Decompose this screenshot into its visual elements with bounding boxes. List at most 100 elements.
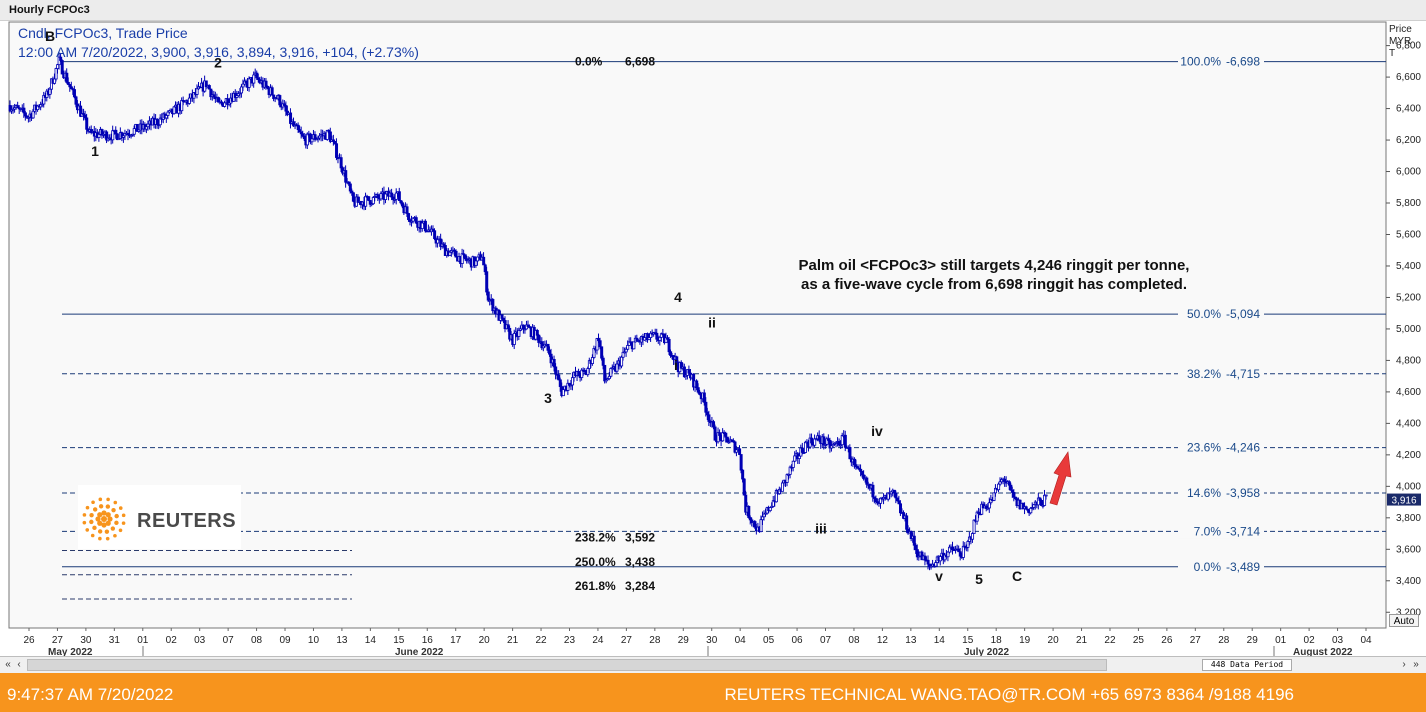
candle-body — [624, 348, 628, 353]
candle-body — [436, 239, 440, 244]
candle-body — [423, 220, 427, 232]
reuters-logo-icon — [121, 513, 126, 518]
month-label: June 2022 — [395, 647, 444, 656]
y-tick-label: 3,400 — [1396, 576, 1421, 587]
candle-body — [485, 271, 489, 293]
y-axis-title: T — [1389, 48, 1395, 59]
candle-body — [742, 478, 746, 496]
candle-body — [938, 556, 942, 562]
candle-body — [577, 371, 581, 377]
candle-body — [187, 97, 191, 104]
x-tick-label: 28 — [649, 635, 661, 646]
fib-extension-percent: 250.0% — [575, 555, 616, 569]
candle-body — [840, 435, 844, 446]
reuters-logo-icon — [101, 516, 107, 522]
candle-body — [454, 250, 458, 258]
candle-body — [535, 329, 539, 336]
candle-body — [460, 253, 464, 264]
reuters-logo-icon — [106, 497, 110, 502]
wave-label-B: B — [45, 28, 55, 44]
fib-extension-percent: 261.8% — [575, 579, 616, 593]
x-tick-label: 25 — [1133, 635, 1145, 646]
x-tick-label: 12 — [877, 635, 889, 646]
candle-body — [595, 338, 599, 351]
reuters-logo-icon — [113, 500, 118, 505]
x-tick-label: 16 — [422, 635, 434, 646]
reuters-logo-icon — [114, 520, 119, 526]
y-tick-label: 4,600 — [1396, 387, 1421, 398]
wave-label-iv: iv — [871, 423, 883, 439]
fib-retracement-percent: 50.0% — [1187, 307, 1221, 321]
candle-body — [810, 437, 814, 444]
y-tick-label: 5,200 — [1396, 292, 1421, 303]
x-tick-label: 24 — [592, 635, 604, 646]
candle-body — [738, 448, 742, 455]
x-tick-label: 14 — [934, 635, 946, 646]
candle-body — [727, 441, 731, 444]
candle-body — [713, 426, 717, 441]
candle-body — [603, 364, 607, 382]
x-tick-label: 27 — [621, 635, 633, 646]
candle-body — [264, 80, 268, 87]
candle-body — [558, 379, 562, 387]
candle-body — [420, 222, 424, 229]
price-chart[interactable]: 3,200 3,400 3,600 3,800 4,000 4,200 4,400 4,600… — [0, 20, 1426, 656]
reuters-logo-icon — [111, 507, 116, 513]
candle-body — [506, 324, 510, 329]
reuters-logo-icon — [113, 533, 117, 538]
candle-body — [114, 129, 118, 135]
candle-body — [712, 421, 716, 428]
candle-body — [289, 112, 293, 124]
reuters-logo-icon — [105, 512, 111, 518]
scrollbar-thumb[interactable] — [27, 659, 1107, 671]
fib-retracement-value: -5,094 — [1226, 307, 1260, 321]
candle-body — [793, 455, 797, 462]
x-tick-label: 01 — [1275, 635, 1287, 646]
scroll-right-icon[interactable]: › — [1402, 659, 1406, 670]
fib-retracement-value: -6,698 — [1226, 55, 1260, 69]
candle-body — [371, 197, 375, 205]
auto-scale-button[interactable]: Auto — [1389, 614, 1419, 627]
candle-body — [854, 464, 858, 468]
wave-label-i: i — [674, 357, 678, 373]
x-tick-label: 31 — [109, 635, 121, 646]
candle-body — [997, 483, 1001, 491]
time-scrollbar[interactable]: « ‹ 448 Data Period › » — [0, 656, 1426, 673]
y-tick-label: 3,600 — [1396, 544, 1421, 555]
candle-body — [669, 351, 673, 356]
candle-body — [958, 551, 962, 557]
fib-retracement-percent: 0.0% — [1194, 560, 1222, 574]
candle-body — [207, 85, 211, 90]
candle-body — [155, 118, 159, 125]
y-tick-label: 5,000 — [1396, 324, 1421, 335]
candle-body — [296, 124, 300, 130]
chart-title: Hourly FCPOc3 — [9, 4, 90, 16]
candle-body — [557, 374, 561, 381]
scroll-right-end-icon[interactable]: » — [1413, 659, 1419, 670]
candle-body — [394, 192, 398, 200]
candle-body — [344, 170, 348, 183]
fib-retracement-value: -3,958 — [1226, 486, 1260, 500]
candle-body — [899, 503, 903, 514]
x-tick-label: 26 — [1161, 635, 1173, 646]
reuters-logo-icon — [114, 513, 119, 519]
x-tick-label: 06 — [792, 635, 804, 646]
candle-body — [817, 435, 821, 441]
scroll-left-icon[interactable]: ‹ — [17, 659, 21, 670]
candle-body — [115, 133, 119, 141]
candle-body — [500, 314, 504, 319]
candle-body — [655, 332, 659, 340]
x-tick-label: 20 — [479, 635, 491, 646]
candle-body — [785, 474, 789, 483]
y-axis-title: MYR — [1389, 36, 1411, 47]
candle-body — [1043, 494, 1047, 506]
candle-body — [895, 497, 899, 502]
reuters-logo-icon — [105, 504, 111, 509]
y-tick-label: 3,800 — [1396, 513, 1421, 524]
x-tick-label: 19 — [1019, 635, 1031, 646]
x-tick-label: 27 — [1190, 635, 1202, 646]
scroll-left-start-icon[interactable]: « — [5, 659, 11, 670]
candle-body — [331, 139, 335, 142]
candle-body — [83, 114, 87, 119]
